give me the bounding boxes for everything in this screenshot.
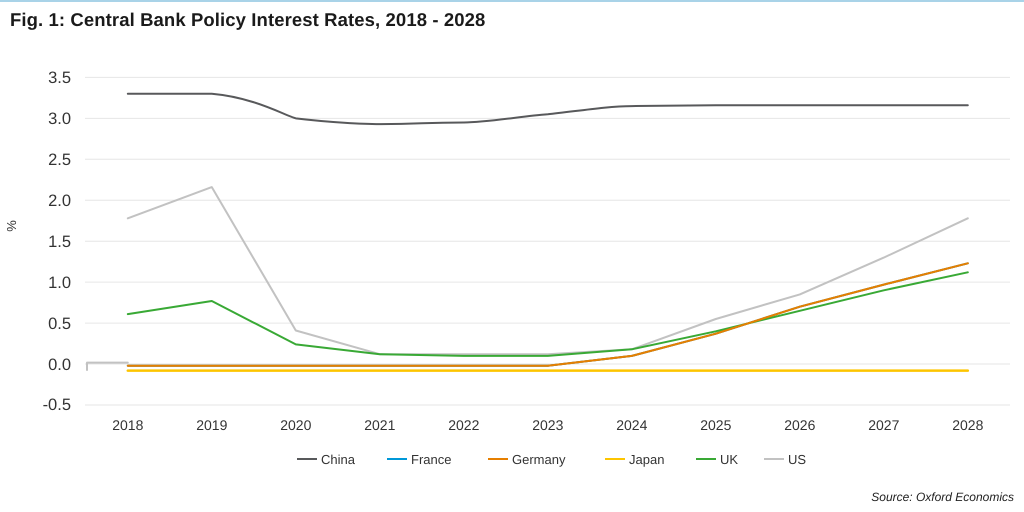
svg-text:2026: 2026 (784, 417, 815, 433)
svg-text:0.0: 0.0 (48, 356, 71, 374)
svg-text:2020: 2020 (280, 417, 311, 433)
svg-text:2028: 2028 (952, 417, 983, 433)
svg-text:2.0: 2.0 (48, 192, 71, 210)
svg-text:2023: 2023 (532, 417, 563, 433)
svg-text:1.0: 1.0 (48, 274, 71, 292)
svg-text:2027: 2027 (868, 417, 899, 433)
svg-text:2019: 2019 (196, 417, 227, 433)
svg-text:3.5: 3.5 (48, 69, 71, 87)
svg-text:2.5: 2.5 (48, 151, 71, 169)
svg-text:%: % (4, 220, 19, 232)
svg-text:3.0: 3.0 (48, 110, 71, 128)
svg-text:2022: 2022 (448, 417, 479, 433)
svg-text:1.5: 1.5 (48, 233, 71, 251)
svg-text:0.5: 0.5 (48, 315, 71, 333)
svg-text:2024: 2024 (616, 417, 647, 433)
svg-text:2021: 2021 (364, 417, 395, 433)
svg-text:2018: 2018 (112, 417, 143, 433)
svg-text:2025: 2025 (700, 417, 731, 433)
svg-text:-0.5: -0.5 (43, 396, 71, 414)
